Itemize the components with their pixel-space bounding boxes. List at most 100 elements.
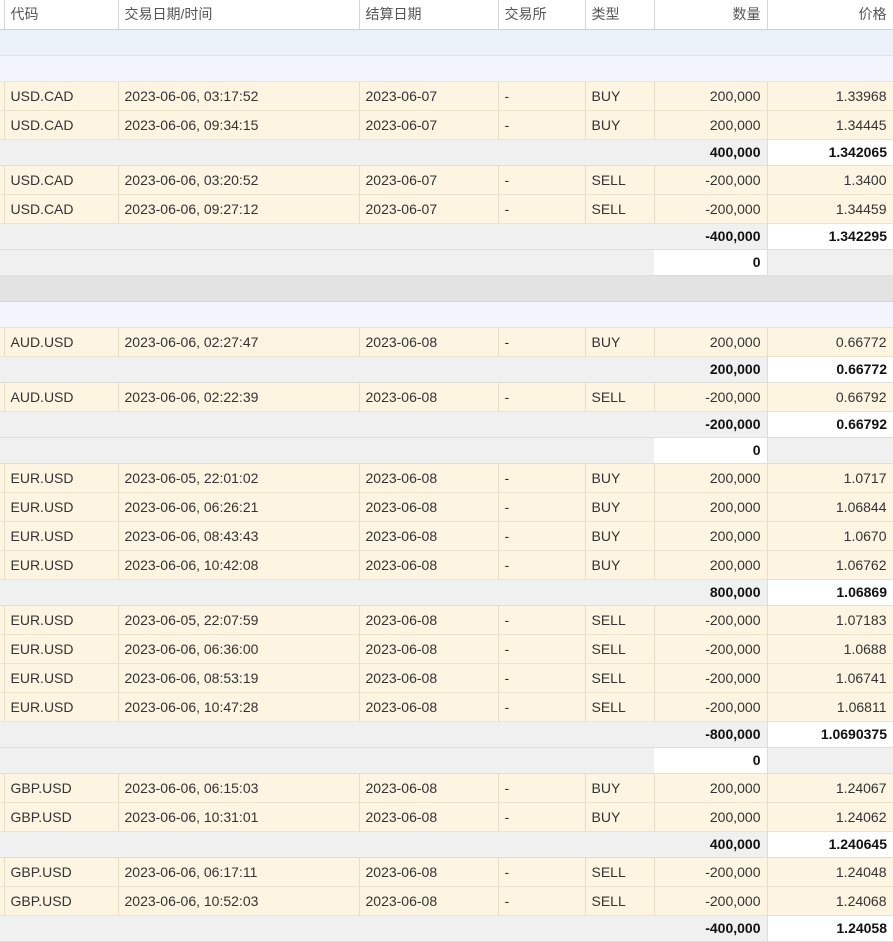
type-cell: BUY xyxy=(585,802,655,832)
subtotal-filler xyxy=(4,356,654,383)
datetime-cell: 2023-06-06, 09:27:12 xyxy=(118,194,360,224)
symbol-cell: USD.CAD xyxy=(4,165,119,195)
type-cell: SELL xyxy=(585,663,655,693)
header-quantity[interactable]: 数量 xyxy=(654,0,768,30)
price-cell: 1.33968 xyxy=(767,81,893,111)
exchange-cell: - xyxy=(498,81,586,111)
row-lead xyxy=(0,194,5,224)
net-price-empty xyxy=(767,747,893,774)
settle-date-cell: 2023-06-08 xyxy=(359,492,499,522)
price-cell: 1.06741 xyxy=(767,663,893,693)
quantity-cell: 200,000 xyxy=(654,110,768,140)
datetime-cell: 2023-06-06, 06:17:11 xyxy=(118,857,360,887)
settle-date-cell: 2023-06-08 xyxy=(359,382,499,412)
settle-date-cell: 2023-06-08 xyxy=(359,463,499,493)
settle-date-cell: 2023-06-07 xyxy=(359,81,499,111)
subtotal-filler xyxy=(4,915,654,942)
exchange-cell: - xyxy=(498,857,586,887)
datetime-cell: 2023-06-05, 22:01:02 xyxy=(118,463,360,493)
trade-row[interactable]: EUR.USD 2023-06-06, 10:47:28 2023-06-08- SE… xyxy=(0,692,893,722)
group-header-row[interactable] xyxy=(0,55,893,82)
symbol-cell: EUR.USD xyxy=(4,663,119,693)
separator-cell xyxy=(0,275,893,302)
symbol-cell: GBP.USD xyxy=(4,857,119,887)
price-cell: 1.24068 xyxy=(767,886,893,916)
exchange-cell: - xyxy=(498,110,586,140)
subtotal-quantity: -400,000 xyxy=(654,223,768,250)
row-lead xyxy=(0,356,4,383)
subtotal-filler xyxy=(4,411,654,438)
trade-row[interactable]: GBP.USD 2023-06-06, 06:15:03 2023-06-08- BU… xyxy=(0,773,893,803)
trade-row[interactable]: EUR.USD 2023-06-06, 08:53:19 2023-06-08- SE… xyxy=(0,663,893,693)
datetime-cell: 2023-06-05, 22:07:59 xyxy=(118,605,360,635)
subtotal-quantity: -200,000 xyxy=(654,411,768,438)
exchange-cell: - xyxy=(498,802,586,832)
type-cell: BUY xyxy=(585,521,655,551)
group-header-row[interactable] xyxy=(0,301,893,328)
net-filler xyxy=(4,249,654,276)
group-header-row[interactable] xyxy=(0,29,893,56)
datetime-cell: 2023-06-06, 06:26:21 xyxy=(118,492,360,522)
header-price[interactable]: 价格 xyxy=(767,0,893,30)
subtotal-row: -200,000 0.66792 xyxy=(0,411,893,438)
quantity-cell: 200,000 xyxy=(654,81,768,111)
header-trade-datetime[interactable]: 交易日期/时间 xyxy=(118,0,360,30)
trade-row[interactable]: USD.CAD 2023-06-06, 09:34:15 2023-06-07- BU… xyxy=(0,110,893,140)
trade-row[interactable]: EUR.USD 2023-06-06, 10:42:08 2023-06-08- BU… xyxy=(0,550,893,580)
type-cell: SELL xyxy=(585,605,655,635)
price-cell: 1.07183 xyxy=(767,605,893,635)
price-cell: 1.34459 xyxy=(767,194,893,224)
header-row: 代码 交易日期/时间 结算日期 交易所 类型 数量 价格 xyxy=(0,0,893,30)
trade-row[interactable]: AUD.USD 2023-06-06, 02:22:39 2023-06-08- SE… xyxy=(0,382,893,412)
trade-row[interactable]: EUR.USD 2023-06-06, 06:36:00 2023-06-08- SE… xyxy=(0,634,893,664)
trade-row[interactable]: USD.CAD 2023-06-06, 03:20:52 2023-06-07- SE… xyxy=(0,165,893,195)
settle-date-cell: 2023-06-08 xyxy=(359,634,499,664)
type-cell: SELL xyxy=(585,692,655,722)
row-lead xyxy=(0,382,5,412)
symbol-cell: GBP.USD xyxy=(4,802,119,832)
type-cell: SELL xyxy=(585,165,655,195)
price-cell: 1.24067 xyxy=(767,773,893,803)
row-lead xyxy=(0,411,4,438)
net-filler xyxy=(4,437,654,464)
settle-date-cell: 2023-06-08 xyxy=(359,857,499,887)
trade-row[interactable]: EUR.USD 2023-06-05, 22:07:59 2023-06-08- SE… xyxy=(0,605,893,635)
row-lead xyxy=(0,579,4,606)
subtotal-price: 1.06869 xyxy=(767,579,893,606)
trade-row[interactable]: GBP.USD 2023-06-06, 10:31:01 2023-06-08- BU… xyxy=(0,802,893,832)
row-lead xyxy=(0,165,5,195)
trade-row[interactable]: EUR.USD 2023-06-05, 22:01:02 2023-06-08- BU… xyxy=(0,463,893,493)
subtotal-row: -800,000 1.0690375 xyxy=(0,721,893,748)
row-lead xyxy=(0,692,5,722)
subtotal-price: 1.24058 xyxy=(767,915,893,942)
trade-row[interactable]: AUD.USD 2023-06-06, 02:27:47 2023-06-08- BU… xyxy=(0,327,893,357)
subtotal-quantity: 800,000 xyxy=(654,579,768,606)
price-cell: 1.0717 xyxy=(767,463,893,493)
header-exchange[interactable]: 交易所 xyxy=(498,0,586,30)
datetime-cell: 2023-06-06, 06:36:00 xyxy=(118,634,360,664)
exchange-cell: - xyxy=(498,521,586,551)
quantity-cell: -200,000 xyxy=(654,194,768,224)
price-cell: 1.3400 xyxy=(767,165,893,195)
subtotal-quantity: 400,000 xyxy=(654,831,768,858)
trade-row[interactable]: EUR.USD 2023-06-06, 08:43:43 2023-06-08- BU… xyxy=(0,521,893,551)
symbol-cell: EUR.USD xyxy=(4,550,119,580)
row-lead xyxy=(0,437,4,464)
trade-row[interactable]: USD.CAD 2023-06-06, 03:17:52 2023-06-07- BU… xyxy=(0,81,893,111)
trade-row[interactable]: USD.CAD 2023-06-06, 09:27:12 2023-06-07- SE… xyxy=(0,194,893,224)
datetime-cell: 2023-06-06, 10:47:28 xyxy=(118,692,360,722)
trade-row[interactable]: GBP.USD 2023-06-06, 06:17:11 2023-06-08- SE… xyxy=(0,857,893,887)
quantity-cell: -200,000 xyxy=(654,692,768,722)
trade-row[interactable]: EUR.USD 2023-06-06, 06:26:21 2023-06-08- BU… xyxy=(0,492,893,522)
datetime-cell: 2023-06-06, 08:53:19 xyxy=(118,663,360,693)
trade-row[interactable]: GBP.USD 2023-06-06, 10:52:03 2023-06-08- SE… xyxy=(0,886,893,916)
header-symbol[interactable]: 代码 xyxy=(4,0,119,30)
subtotal-price: 0.66772 xyxy=(767,356,893,383)
exchange-cell: - xyxy=(498,773,586,803)
exchange-cell: - xyxy=(498,605,586,635)
symbol-cell: USD.CAD xyxy=(4,194,119,224)
header-type[interactable]: 类型 xyxy=(585,0,655,30)
header-settle-date[interactable]: 结算日期 xyxy=(359,0,499,30)
subtotal-quantity: 200,000 xyxy=(654,356,768,383)
